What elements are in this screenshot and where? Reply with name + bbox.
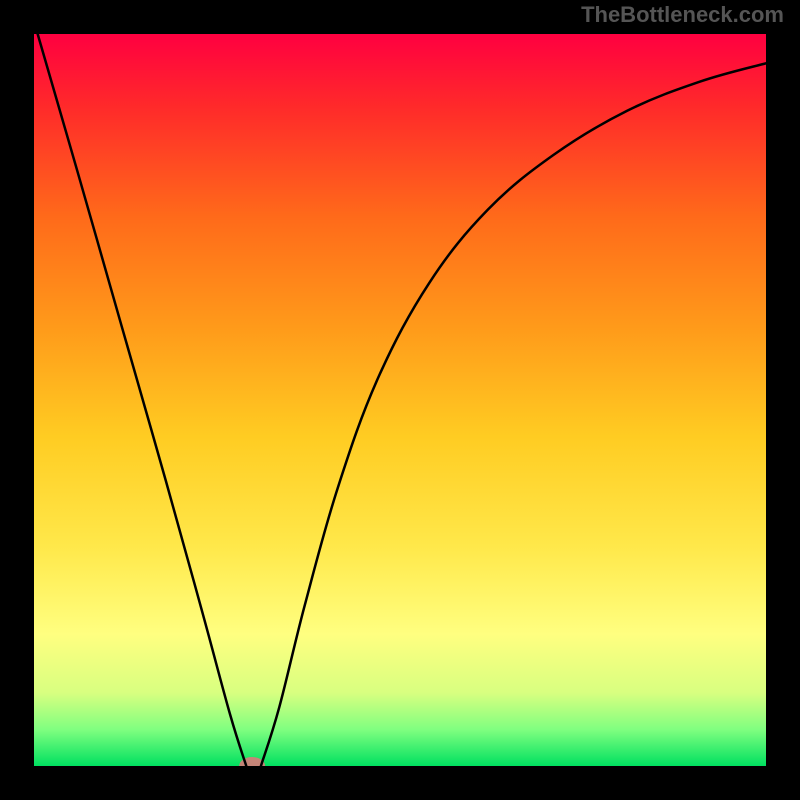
- chart-container: TheBottleneck.com: [0, 0, 800, 800]
- watermark-text: TheBottleneck.com: [581, 2, 784, 28]
- plot-area: [34, 34, 766, 766]
